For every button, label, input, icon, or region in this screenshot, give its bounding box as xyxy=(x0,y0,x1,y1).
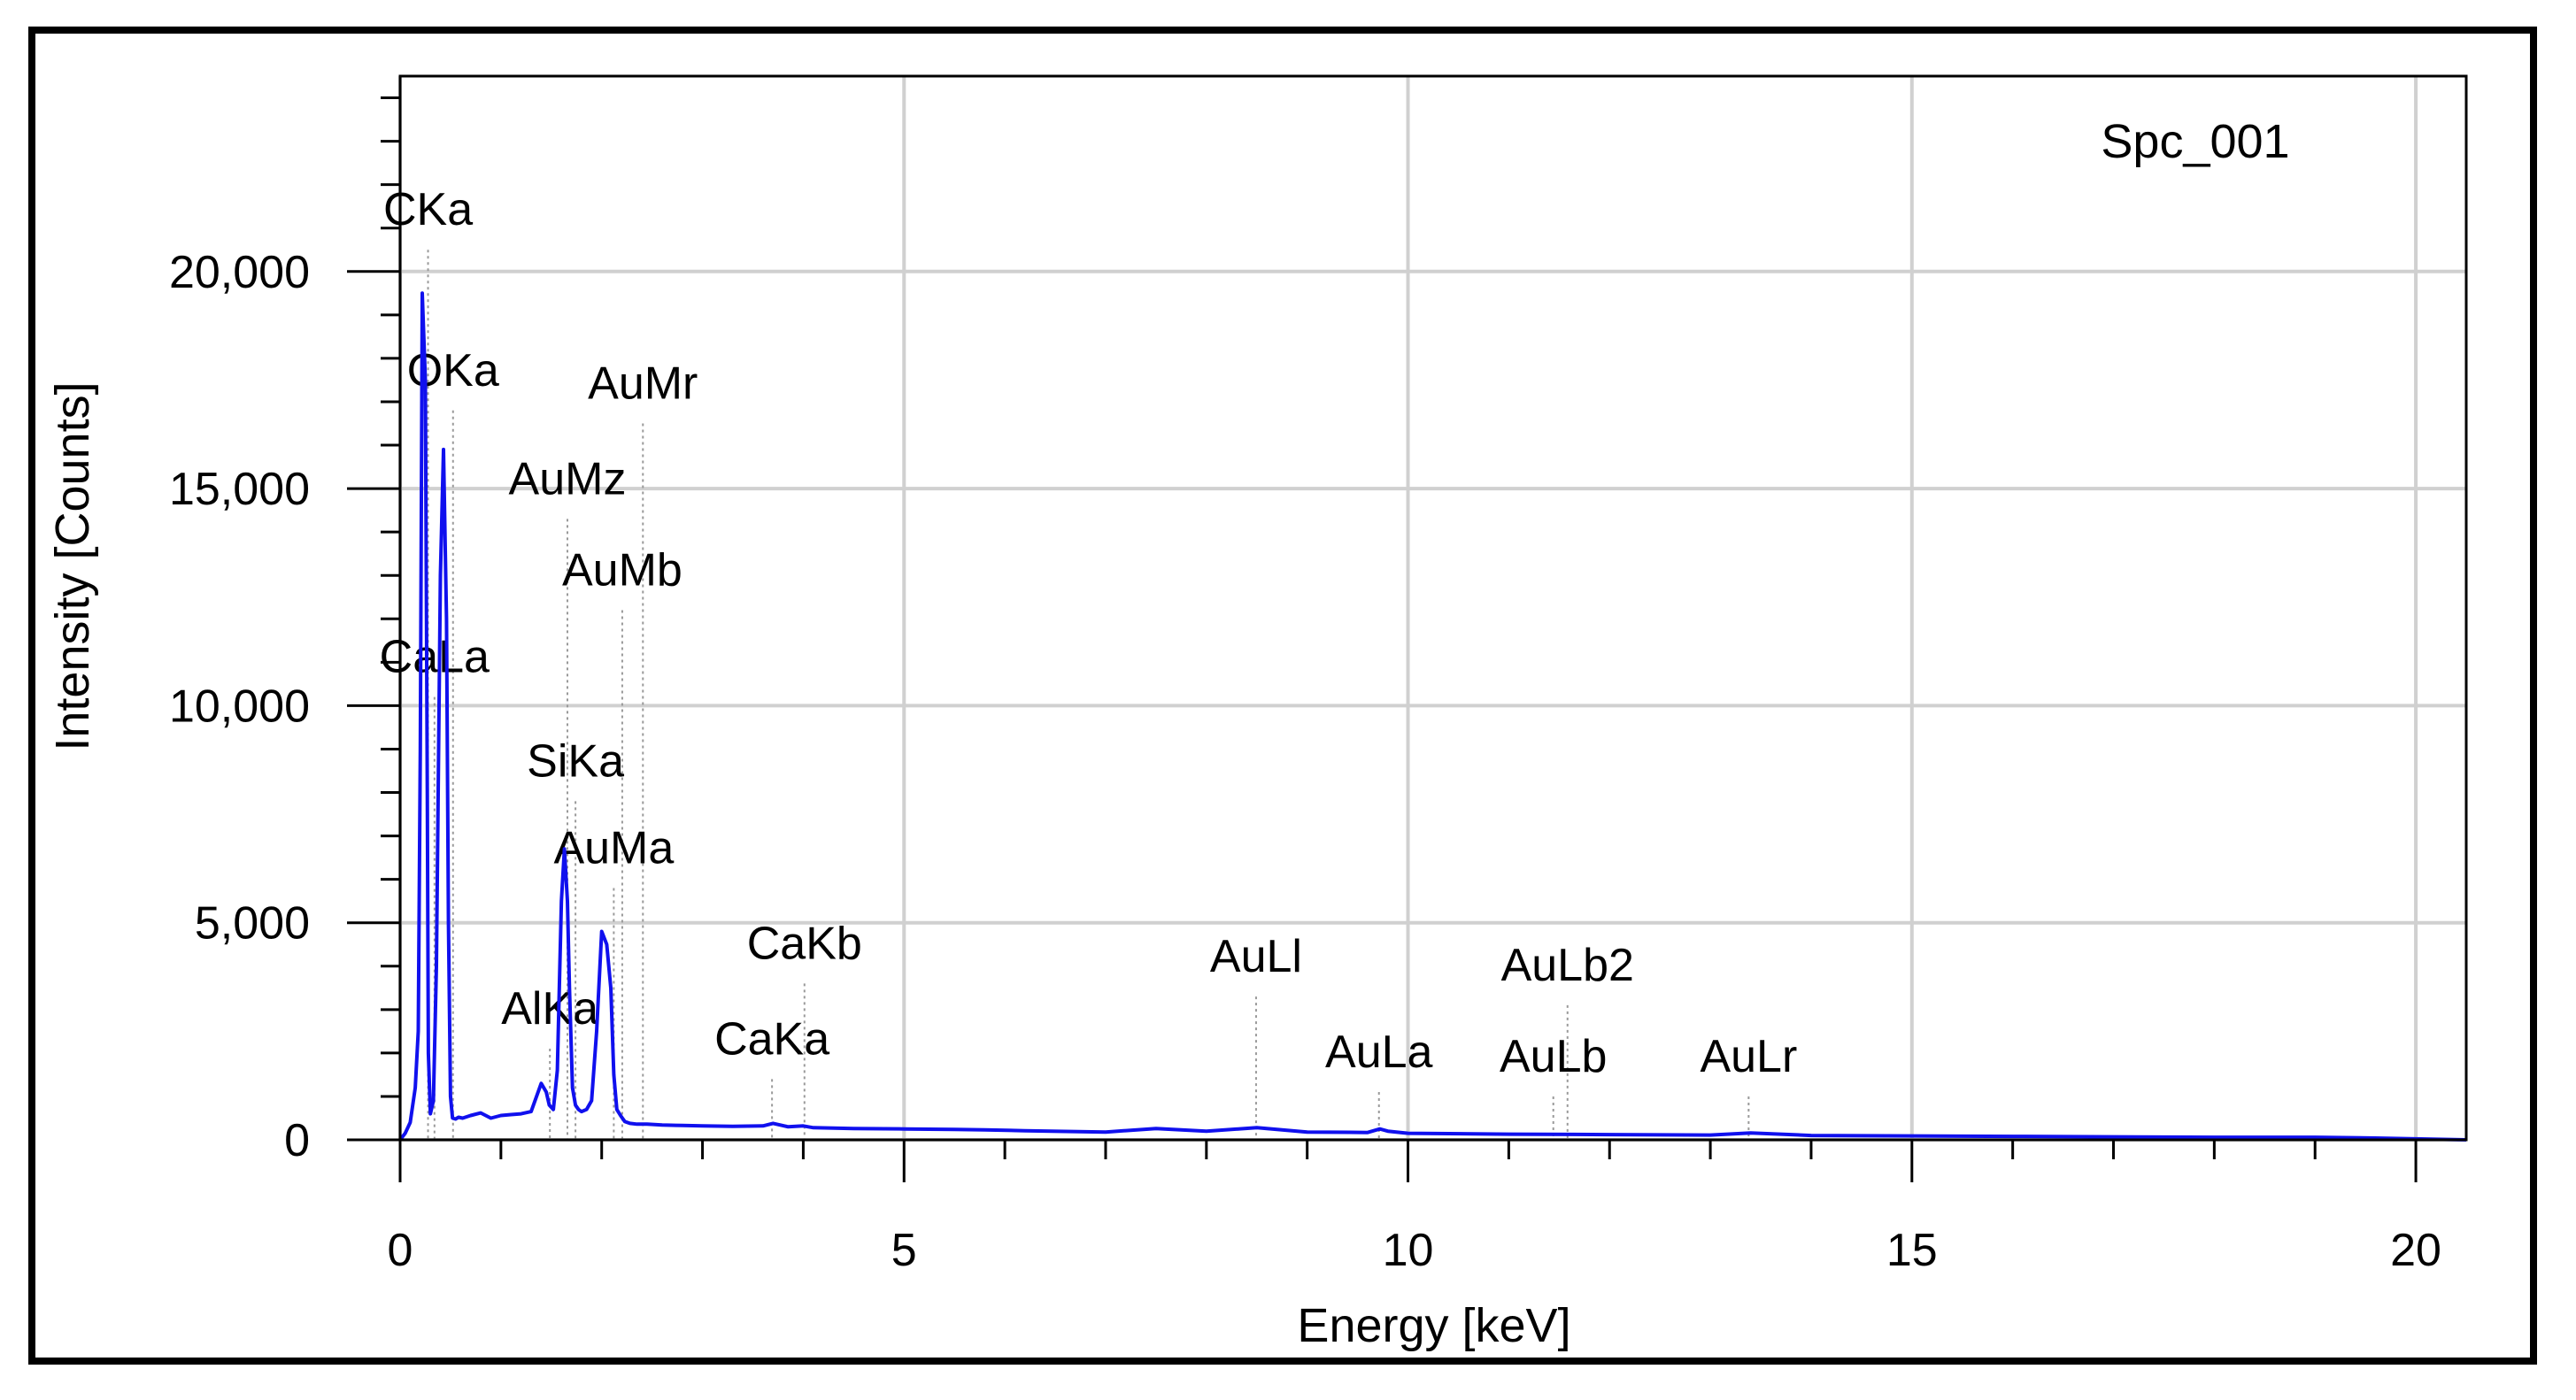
y-tick-label: 15,000 xyxy=(169,464,310,515)
y-tick-label: 5,000 xyxy=(195,898,310,950)
peak-label: AuLl xyxy=(1210,931,1302,982)
x-tick-label: 15 xyxy=(1886,1225,1938,1276)
y-tick-label: 0 xyxy=(284,1115,310,1166)
x-axis-label: Energy [keV] xyxy=(1297,1299,1570,1352)
peak-label: CaKb xyxy=(747,918,862,969)
x-tick-label: 20 xyxy=(2390,1225,2441,1276)
peak-label: AuMb xyxy=(562,544,683,596)
plot-border xyxy=(398,74,2468,1142)
peak-label: CaKa xyxy=(714,1013,829,1065)
spectrum-line xyxy=(398,291,2467,1142)
series-label: Spc_001 xyxy=(2101,115,2289,168)
ticks: 0 5 10 15 20 0 5,000 10,000 15,000 20,000 xyxy=(169,96,2441,1276)
x-tick-label: 0 xyxy=(388,1225,413,1276)
y-axis-label: Intensity [Counts] xyxy=(46,381,99,750)
peak-label: AuMa xyxy=(553,822,674,873)
peak-label: AuLr xyxy=(1700,1031,1797,1082)
y-tick-label: 20,000 xyxy=(169,247,310,298)
peak-label: AlKa xyxy=(501,983,598,1035)
peak-label: AuMz xyxy=(509,453,627,504)
peak-annotations: CKaOKaCaLaAuMrAuMzAuMbSiKaAuMaAlKaCaKbCa… xyxy=(380,184,1797,1140)
peak-label: AuMr xyxy=(588,358,698,409)
peak-label: CaLa xyxy=(380,632,490,683)
peak-label: SiKa xyxy=(527,735,624,787)
peak-label: CKa xyxy=(383,184,473,235)
peak-label: AuLa xyxy=(1325,1027,1433,1078)
grid-lines xyxy=(398,76,2466,1142)
y-tick-label: 10,000 xyxy=(169,681,310,732)
peak-label: AuLb xyxy=(1500,1031,1607,1082)
peak-label: AuLb2 xyxy=(1501,940,1634,991)
x-tick-label: 5 xyxy=(891,1225,917,1276)
x-tick-label: 10 xyxy=(1383,1225,1434,1276)
plot-area-border xyxy=(398,74,2468,1142)
